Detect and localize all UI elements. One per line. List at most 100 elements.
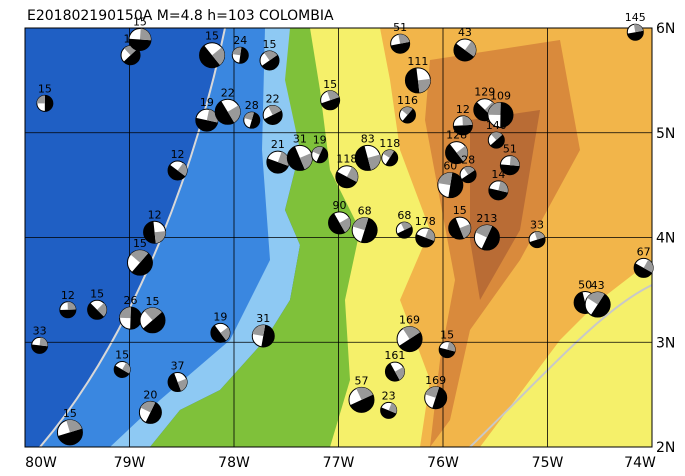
focal-mechanism — [126, 249, 153, 276]
x-tick-label: 79W — [114, 455, 146, 471]
depth-label: 26 — [124, 294, 138, 307]
beachball-compression — [177, 378, 188, 391]
depth-label: 60 — [443, 160, 457, 173]
beachball-compression — [498, 181, 508, 193]
beachball-compression — [264, 110, 283, 125]
depth-label: 118 — [336, 153, 357, 166]
beachball-compression — [425, 228, 435, 241]
x-tick-label: 75W — [532, 455, 564, 471]
depth-label: 22 — [221, 86, 235, 99]
beachball-compression — [432, 387, 447, 409]
beachball-compression — [352, 217, 369, 231]
beachball-compression — [264, 51, 278, 61]
beachball-compression — [227, 105, 241, 123]
y-tick-label: 2N — [656, 440, 675, 456]
beachball-compression — [66, 419, 82, 433]
focal-mechanism — [395, 221, 413, 239]
y-tick-label: 4N — [656, 231, 675, 247]
beachball-compression — [239, 47, 249, 64]
beachball-compression — [299, 153, 313, 170]
focal-mechanism — [138, 400, 162, 424]
depth-label: 111 — [407, 55, 428, 68]
beachball-compression — [144, 307, 162, 321]
beachball-compression — [590, 294, 611, 317]
beachball-compression — [481, 226, 500, 250]
depth-label: 57 — [354, 374, 368, 387]
depth-label: 161 — [384, 349, 405, 362]
beachball-compression — [448, 172, 463, 198]
beachball-compression — [177, 162, 187, 177]
map-title: E201802190150A M=4.8 h=103 COLOMBIA — [27, 8, 334, 24]
beachball-compression — [232, 47, 242, 56]
focal-mechanism — [262, 104, 283, 125]
beachball-compression — [346, 167, 358, 182]
focal-mechanism — [351, 217, 378, 244]
x-tick-label: 80W — [25, 455, 57, 471]
beachball-compression — [399, 332, 423, 352]
beachball-compression — [321, 97, 340, 110]
beachball-compression — [327, 90, 340, 101]
depth-label: 43 — [591, 279, 605, 292]
beachball-compression — [390, 41, 410, 54]
depth-label: 15 — [145, 295, 159, 308]
beachball-compression — [464, 41, 476, 57]
beachball-compression — [587, 292, 605, 305]
beachball-compression — [509, 155, 520, 167]
depth-label: 28 — [461, 154, 475, 167]
depth-label: 15 — [38, 82, 52, 95]
focal-mechanism — [488, 180, 509, 201]
depth-label: 51 — [503, 143, 517, 156]
beachball-compression — [210, 325, 227, 343]
beachball-compression — [114, 365, 130, 378]
focal-mechanism — [398, 106, 416, 124]
depth-label: 15 — [453, 204, 467, 217]
beachball-compression — [367, 154, 381, 170]
x-tick-label: 77W — [323, 455, 355, 471]
focal-mechanism — [528, 231, 546, 249]
beachball-compression — [634, 263, 652, 278]
beachball-compression — [168, 164, 186, 180]
focal-mechanism — [214, 98, 241, 125]
focal-mechanism — [167, 160, 188, 181]
depth-label: 67 — [637, 245, 651, 258]
depth-label: 213 — [476, 212, 497, 225]
focal-mechanism — [438, 341, 456, 359]
beachball-compression — [382, 149, 394, 158]
focal-mechanism — [384, 361, 405, 382]
focal-mechanism — [59, 301, 77, 319]
beachball-compression — [215, 101, 235, 125]
beachball-compression — [287, 146, 305, 171]
focal-mechanism — [56, 419, 83, 446]
beachball-compression — [312, 146, 323, 155]
focal-mechanism — [210, 322, 231, 343]
depth-label: 50 — [578, 278, 592, 291]
focal-mechanism — [139, 307, 166, 334]
beachball-compression — [39, 337, 48, 347]
focal-mechanism — [87, 299, 108, 320]
depth-label: 68 — [358, 205, 372, 218]
focal-mechanism — [354, 144, 381, 171]
beachball-compression — [145, 402, 162, 424]
focal-mechanism — [259, 50, 280, 71]
beachball-compression — [529, 237, 546, 248]
depth-label: 169 — [399, 314, 420, 327]
depth-label: 145 — [625, 11, 646, 24]
depth-label: 28 — [245, 99, 259, 112]
beachball-compression — [385, 151, 398, 166]
y-tick-label: 3N — [656, 335, 675, 351]
beachball-compression — [574, 291, 588, 314]
beachball-compression — [488, 188, 508, 200]
beachball-compression — [355, 145, 371, 171]
beachball-compression — [534, 231, 545, 240]
focal-mechanism — [633, 257, 654, 278]
depth-label: 12 — [61, 289, 75, 302]
depth-label: 33 — [530, 219, 544, 232]
focal-mechanism — [128, 28, 152, 52]
beachball-compression — [268, 105, 282, 115]
beachball-compression — [339, 217, 351, 233]
beachball-compression — [122, 362, 131, 374]
beachball-compression — [487, 102, 501, 115]
beachball-compression — [398, 34, 410, 44]
beachball-compression — [425, 386, 440, 398]
focal-mechanism — [380, 401, 398, 419]
